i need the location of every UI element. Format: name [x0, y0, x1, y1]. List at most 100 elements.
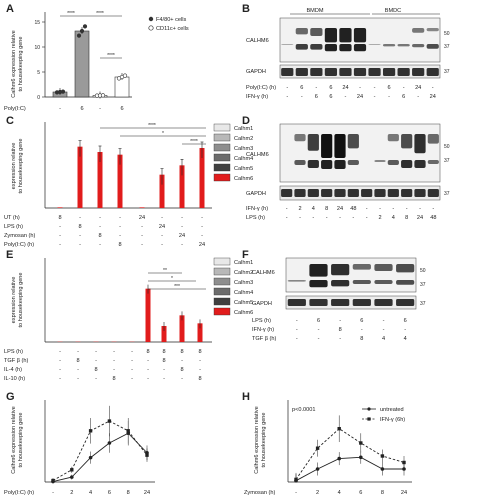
c-row-value: 8 — [118, 242, 121, 248]
a-point — [100, 93, 106, 98]
g-ylabel-2: to housekeeping gene — [18, 412, 24, 467]
f-row-value: - — [296, 327, 298, 333]
c-bar-calhm6 — [77, 146, 83, 208]
h-series-line — [295, 456, 404, 482]
e-row-value: - — [59, 376, 61, 382]
c-bar-calhm6 — [117, 154, 123, 208]
f-band — [331, 264, 350, 276]
b-mw-3: 37 — [444, 69, 450, 75]
b-gapdh-band — [426, 68, 439, 76]
a-ylabel-1: Calhm6 expression relative — [11, 30, 17, 97]
a-legend-2: CD11c+ cells — [156, 26, 189, 32]
e-row-label: IL-4 (h) — [4, 367, 22, 373]
d-band — [347, 160, 359, 165]
a-sig-3: **** — [107, 53, 115, 59]
d-row-value: - — [286, 215, 288, 221]
e-row-value: 8 — [76, 358, 79, 364]
f-row-value: - — [296, 318, 298, 324]
c-row-value: - — [59, 233, 61, 239]
c-row-value: - — [79, 215, 81, 221]
d-row-value: 48 — [350, 206, 356, 212]
f-gapdh-band — [396, 299, 415, 306]
b-gapdh-band — [310, 68, 323, 76]
e-row-value: - — [95, 376, 97, 382]
e-ylabel-1: expression relative — [11, 277, 17, 324]
f-row-value: - — [404, 327, 406, 333]
f-mw-1: 50 — [420, 268, 426, 274]
a-ytick-label: 15 — [34, 20, 40, 26]
e-legend-label: Calhm6 — [234, 310, 253, 316]
e-row-value: - — [113, 358, 115, 364]
a-row-value: - — [99, 106, 101, 112]
b-row-value: - — [388, 94, 390, 100]
c-legend-swatch — [213, 143, 231, 152]
b-row-value: 24 — [357, 94, 363, 100]
d-band — [414, 134, 426, 154]
f-row-value: 8 — [339, 327, 342, 333]
f-row-value: 6 — [360, 318, 363, 324]
c-legend-label: Calhm3 — [234, 146, 253, 152]
c-row-value: - — [119, 224, 121, 230]
e-row-value: - — [59, 367, 61, 373]
f-gapdh-band — [309, 299, 328, 306]
panel-e: E expression relative to housekeeping ge… — [4, 249, 253, 382]
b-mw-2: 37 — [444, 44, 450, 50]
panel-letter-d: D — [242, 115, 250, 127]
f-band — [309, 280, 328, 288]
b-row-value: - — [374, 94, 376, 100]
b-band — [368, 44, 381, 45]
d-row-value: - — [326, 215, 328, 221]
f-mw-3: 37 — [420, 301, 426, 307]
c-bar-calhm6 — [179, 165, 185, 208]
d-gapdh-band — [307, 189, 319, 197]
d-band — [321, 134, 333, 158]
c-row-label: Zymosan (h) — [4, 233, 36, 239]
e-row-value: - — [147, 358, 149, 364]
e-row-value: - — [77, 367, 79, 373]
g-point — [88, 429, 93, 433]
d-band — [307, 134, 319, 151]
d-band — [401, 160, 413, 168]
f-row-value: - — [361, 327, 363, 333]
f-blot-calhm6 — [285, 257, 417, 293]
b-band — [295, 44, 308, 50]
panel-b: B BMDM BMDC CALHM6 GAPDH 50 37 37 Poly(I… — [242, 3, 450, 100]
d-row-value: - — [379, 206, 381, 212]
d-mw-3: 37 — [444, 191, 450, 197]
c-row-value: - — [141, 224, 143, 230]
g-series-line — [52, 420, 148, 481]
d-blot-gapdh — [279, 185, 441, 201]
c-row-value: 8 — [78, 224, 81, 230]
e-row-value: - — [199, 367, 201, 373]
d-row-value: 2 — [298, 206, 301, 212]
f-row-value: - — [339, 336, 341, 342]
b-band — [324, 44, 338, 52]
d-band — [387, 134, 399, 142]
b-row-value: - — [301, 94, 303, 100]
d-band — [334, 160, 346, 169]
b-gapdh-band — [295, 68, 308, 76]
c-row-value: - — [201, 215, 203, 221]
d-band — [347, 134, 359, 149]
e-sig-2: * — [171, 276, 173, 282]
f-row-label: IFN-γ (h) — [252, 327, 274, 333]
e-legend-label: Calhm1 — [234, 260, 253, 266]
b-band — [295, 28, 308, 35]
h-point — [337, 456, 342, 461]
h-xlabel: Zymosan (h) — [244, 490, 276, 496]
b-row-value: - — [359, 85, 361, 91]
c-row-value: - — [181, 224, 183, 230]
b-row-value: - — [432, 85, 434, 91]
e-row-value: - — [199, 358, 201, 364]
h-legend-1: untreated — [380, 407, 404, 413]
f-row-value: - — [383, 327, 385, 333]
a-row-value: 6 — [80, 106, 83, 112]
b-row-value: 6 — [315, 94, 318, 100]
e-row-label: LPS (h) — [4, 349, 23, 355]
c-ylabel-1: expression relative — [11, 143, 17, 190]
panel-a: A Calhm6 expression relative to housekee… — [4, 3, 189, 112]
c-row-value: - — [161, 215, 163, 221]
c-row-value: - — [181, 242, 183, 248]
b-band — [339, 28, 352, 43]
e-row-value: 8 — [180, 367, 183, 373]
